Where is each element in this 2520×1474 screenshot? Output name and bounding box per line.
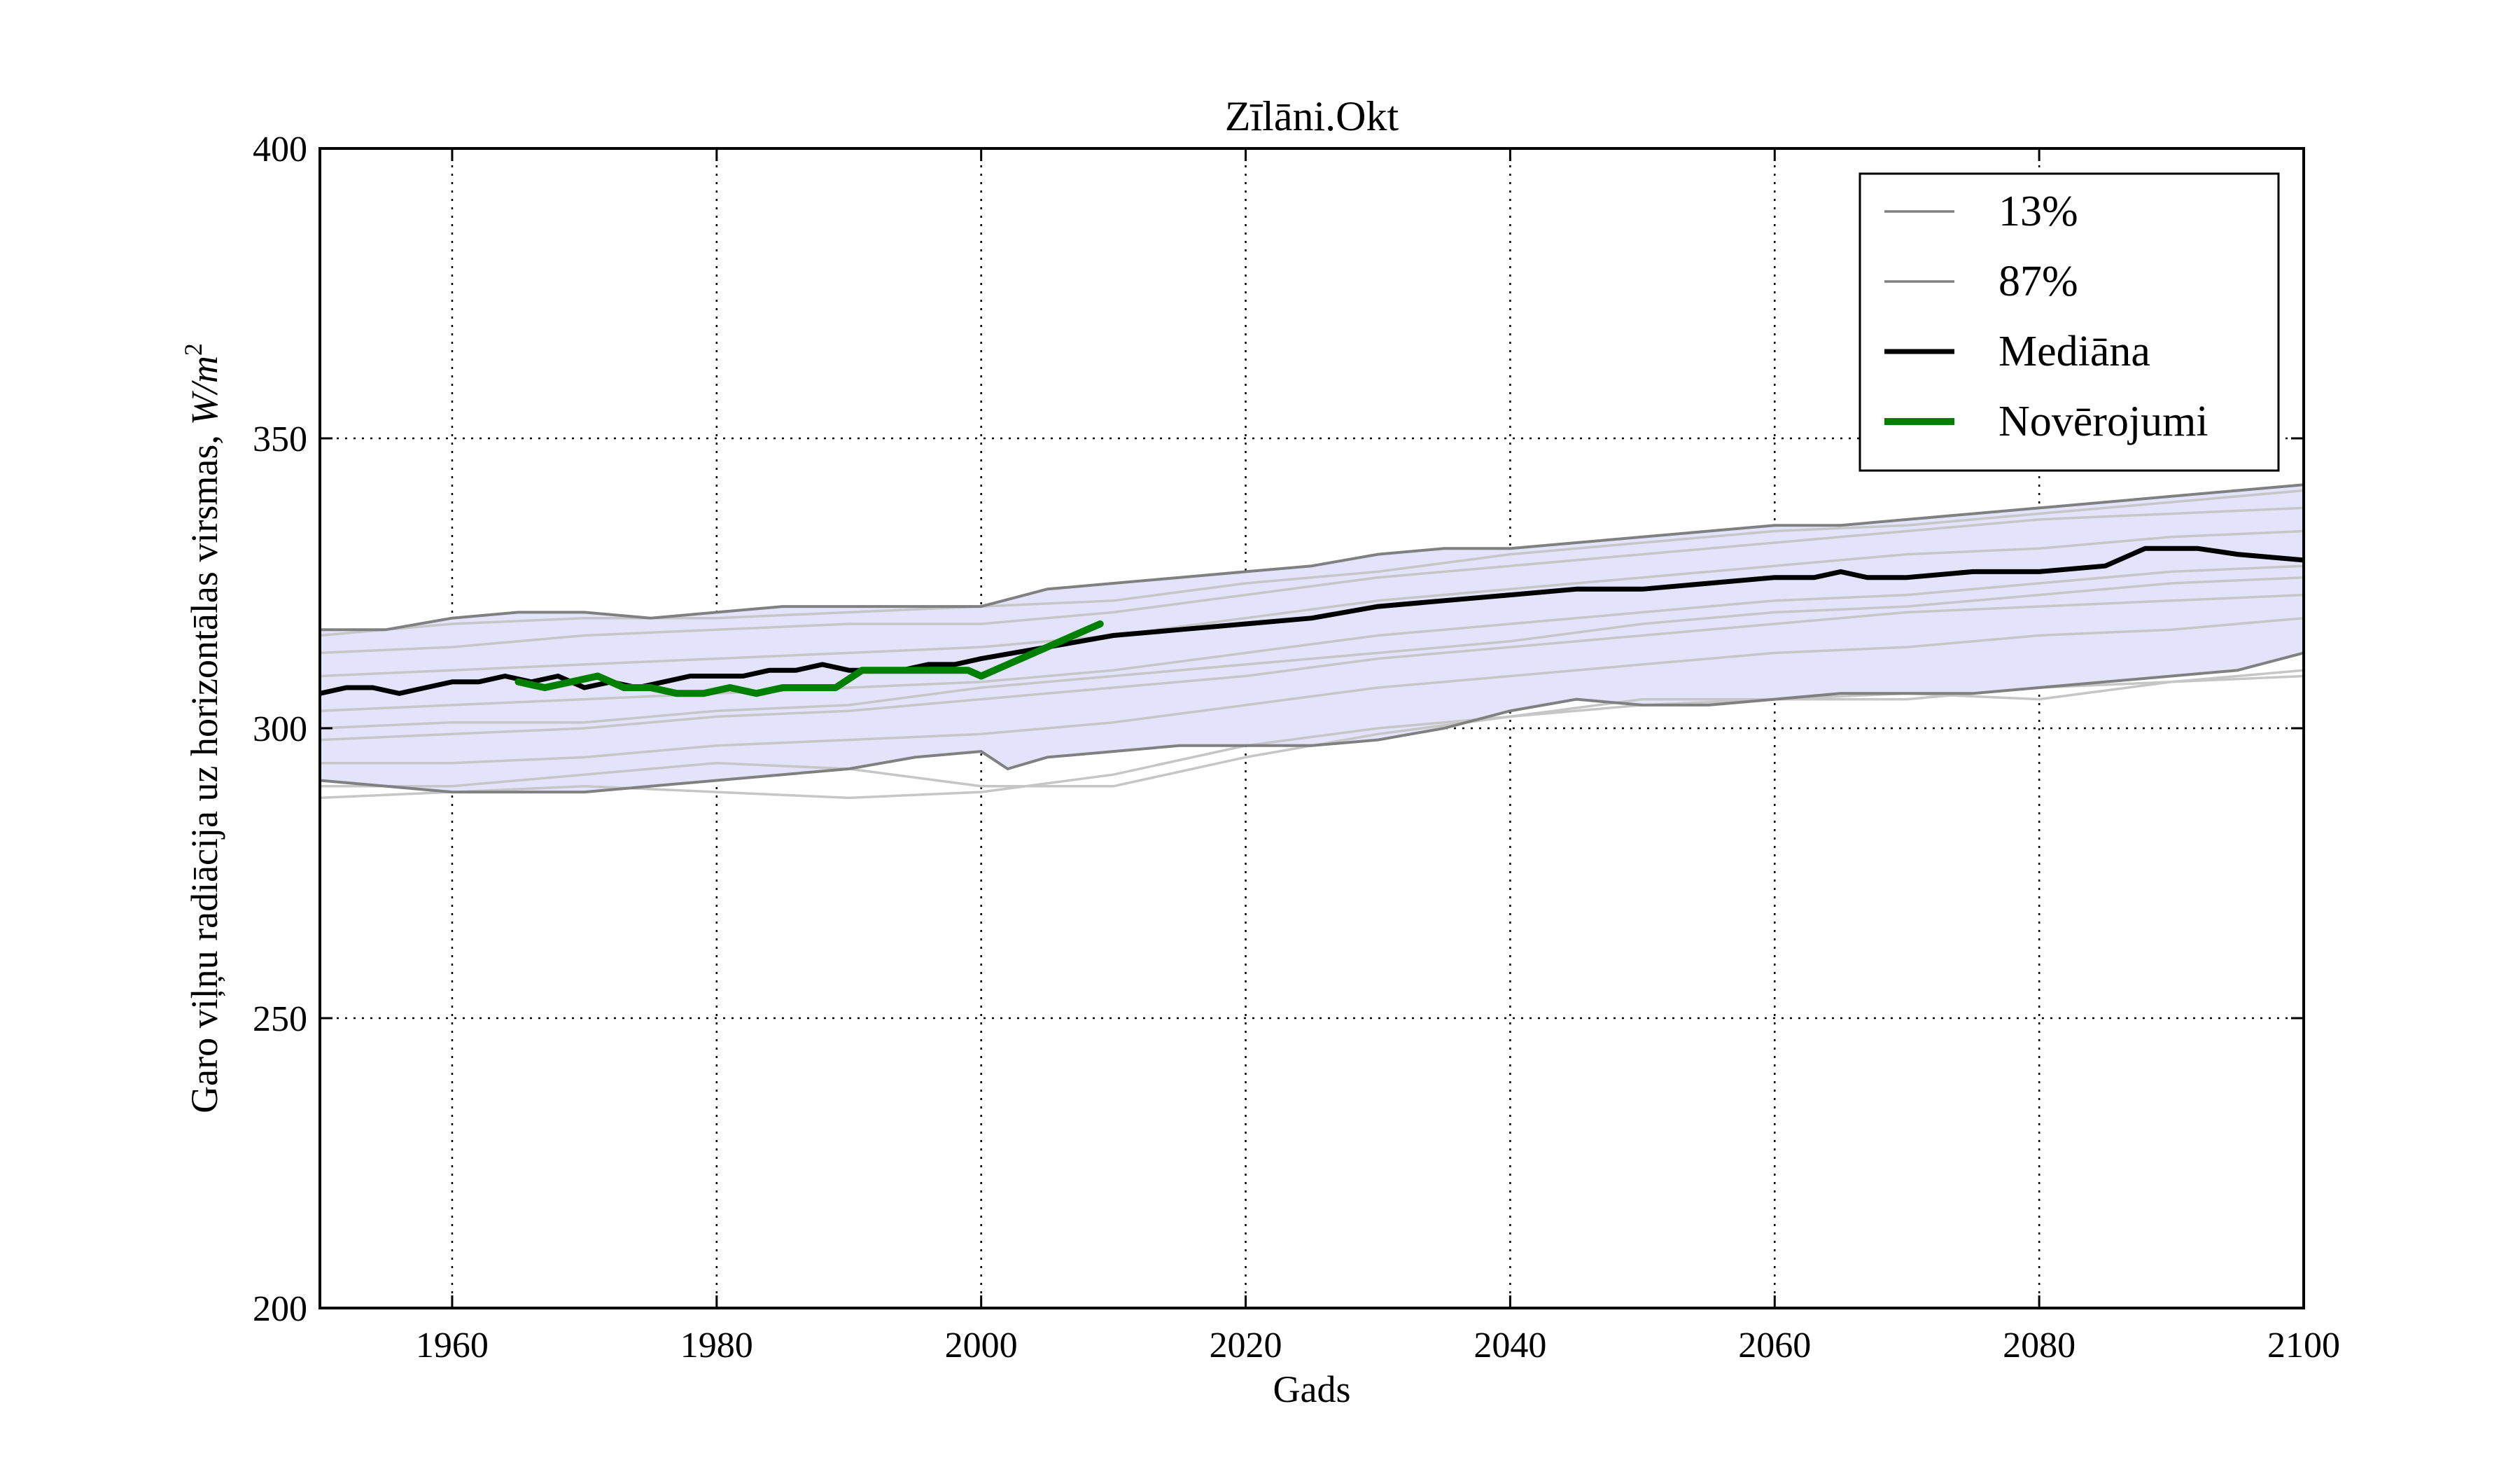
x-tick-label: 2060 — [1738, 1326, 1811, 1365]
y-axis-label: Garo viļņu radiācija uz horizontālas vir… — [179, 343, 225, 1113]
main-lines-layer — [320, 483, 2304, 794]
y-tick-label: 400 — [253, 130, 307, 169]
ensemble-member-line — [320, 593, 2304, 742]
series-line-13 — [320, 651, 2304, 794]
y-tick-label: 200 — [253, 1289, 307, 1329]
x-tick-label: 2020 — [1210, 1326, 1282, 1365]
chart-title: Zīlāni.Okt — [1225, 93, 1399, 139]
y-axis-ticks: 200 250 300 350 400 — [253, 130, 2304, 1329]
ensemble-member-line — [320, 564, 2304, 712]
legend-label: 13% — [1998, 188, 2078, 235]
x-tick-label: 1960 — [416, 1326, 489, 1365]
percentile-band — [320, 485, 2304, 793]
y-tick-label: 350 — [253, 419, 307, 459]
ensemble-member-line — [320, 506, 2304, 655]
series-line-observations — [514, 620, 1104, 697]
x-tick-label: 1980 — [680, 1326, 753, 1365]
y-tick-label: 300 — [253, 709, 307, 749]
y-axis-label-text: Garo viļņu radiācija uz horizontālas vir… — [183, 435, 225, 1113]
x-tick-label: 2040 — [1474, 1326, 1546, 1365]
legend-label: Novērojumi — [1998, 398, 2208, 445]
series-line-median — [320, 545, 2304, 696]
percentile-band-layer — [320, 485, 2304, 793]
legend: 13% 87% Mediāna Novērojumi — [1858, 172, 2280, 472]
legend-entries: 13% 87% Mediāna Novērojumi — [1884, 188, 2208, 445]
y-tick-label: 250 — [253, 999, 307, 1039]
series-line-87 — [320, 483, 2304, 632]
y-axis-label-unit: W/m — [183, 356, 225, 425]
x-tick-label: 2080 — [2003, 1326, 2076, 1365]
ensemble-member-line — [320, 529, 2304, 678]
x-tick-label: 2100 — [2267, 1326, 2340, 1365]
legend-label: 87% — [1998, 258, 2078, 305]
x-tick-label: 2000 — [945, 1326, 1018, 1365]
x-axis-label: Gads — [1273, 1368, 1351, 1410]
legend-label: Mediāna — [1998, 328, 2150, 375]
ensemble-member-line — [320, 616, 2304, 765]
ensemble-member-line — [320, 576, 2304, 730]
x-axis-ticks: 1960 1980 2000 2020 2040 2060 2080 2100 — [416, 148, 2340, 1365]
y-axis-label-unit-exponent: 2 — [179, 343, 207, 356]
